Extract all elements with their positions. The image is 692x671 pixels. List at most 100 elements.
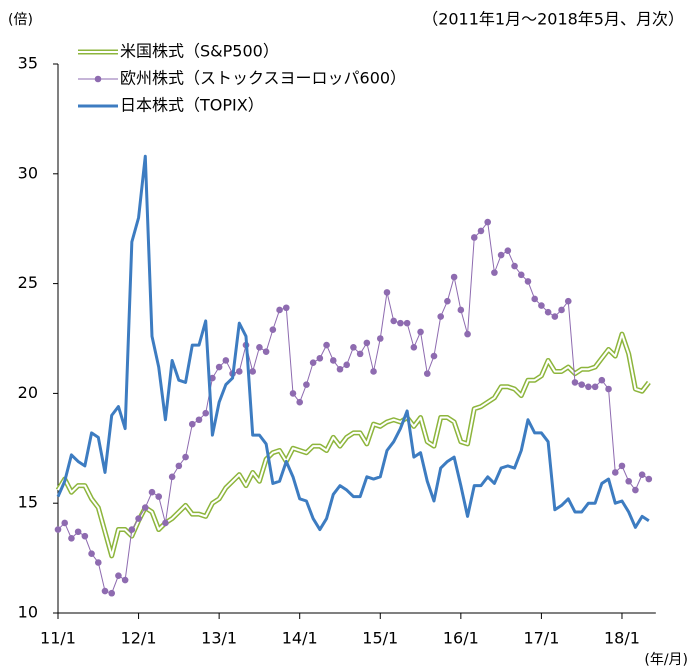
point	[585, 383, 592, 391]
x-axis-label: (年/月)	[644, 652, 688, 668]
point	[282, 304, 290, 312]
point	[450, 273, 458, 281]
legend-label: 欧州株式（ストックスヨーロッパ600）	[120, 69, 406, 88]
y-tick-label: 20	[18, 383, 38, 402]
point	[524, 278, 532, 285]
point	[162, 519, 169, 527]
point	[376, 335, 384, 342]
point	[564, 297, 572, 305]
point	[605, 385, 612, 393]
point	[611, 469, 619, 476]
point	[470, 234, 478, 241]
point	[195, 416, 203, 424]
point	[168, 473, 176, 481]
point	[262, 348, 270, 355]
x-tick-label: 14/1	[282, 629, 318, 648]
point	[256, 343, 263, 351]
point	[571, 379, 579, 386]
point	[336, 365, 344, 373]
point	[68, 535, 75, 542]
point	[309, 359, 317, 366]
legend-label: 米国株式（S&P500）	[120, 42, 279, 61]
point	[215, 363, 223, 371]
point	[329, 357, 337, 364]
point	[316, 354, 324, 362]
point	[276, 306, 283, 314]
point	[403, 319, 411, 327]
point	[430, 352, 438, 360]
point	[397, 319, 404, 327]
point	[108, 589, 116, 597]
point	[383, 289, 391, 296]
y-tick-label: 10	[18, 603, 38, 622]
point	[61, 519, 69, 527]
point	[135, 515, 142, 522]
y-tick-label: 15	[18, 493, 38, 512]
point	[323, 341, 330, 349]
point	[101, 587, 109, 595]
point	[209, 374, 216, 382]
y-tick-label: 30	[18, 163, 38, 182]
point	[444, 297, 451, 305]
point	[269, 326, 277, 334]
point	[638, 471, 646, 478]
point	[618, 462, 626, 470]
point	[491, 269, 498, 276]
point	[457, 306, 465, 314]
point	[175, 462, 183, 470]
point	[591, 383, 599, 391]
point	[517, 271, 525, 279]
point	[94, 559, 102, 566]
point	[632, 486, 639, 494]
point	[551, 313, 559, 320]
point	[141, 504, 149, 511]
y-axis-label: (倍)	[8, 12, 33, 28]
series-line	[56, 154, 650, 532]
point	[538, 302, 545, 309]
x-tick-label: 13/1	[201, 629, 237, 648]
x-tick-label: 15/1	[362, 629, 398, 648]
point	[249, 368, 257, 375]
point	[578, 381, 585, 388]
point	[81, 532, 89, 540]
point	[410, 343, 418, 351]
series-line-inner	[57, 333, 650, 557]
point	[363, 339, 371, 347]
point	[598, 376, 606, 384]
x-tick-label: 18/1	[604, 629, 640, 648]
point	[497, 251, 505, 259]
series-line	[55, 331, 651, 559]
point	[531, 295, 538, 303]
x-tick-label: 17/1	[523, 629, 559, 648]
point	[511, 262, 518, 270]
point	[437, 313, 444, 320]
point	[303, 381, 310, 388]
point	[148, 488, 156, 496]
legend-marker	[94, 75, 102, 83]
point	[504, 247, 512, 254]
point	[74, 528, 82, 536]
subtitle: （2011年1月～2018年5月、月次）	[422, 10, 684, 29]
x-tick-label: 12/1	[121, 629, 157, 648]
x-tick-label: 16/1	[443, 629, 479, 648]
point	[54, 526, 62, 533]
point	[202, 409, 210, 417]
point	[235, 368, 243, 375]
point	[477, 227, 485, 235]
point	[222, 357, 230, 364]
point	[296, 398, 304, 406]
point	[558, 306, 565, 314]
y-tick-label: 35	[18, 54, 38, 73]
point	[350, 343, 357, 351]
point	[484, 218, 491, 226]
point	[155, 493, 163, 500]
point	[370, 368, 377, 375]
point	[343, 361, 351, 369]
point	[121, 576, 129, 584]
point	[390, 317, 398, 325]
y-tick-label: 25	[18, 273, 38, 292]
point	[289, 390, 297, 397]
point	[625, 477, 632, 485]
